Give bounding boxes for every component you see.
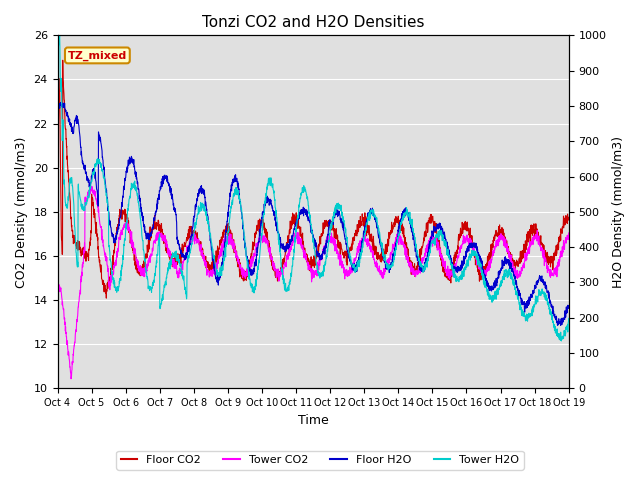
Text: TZ_mixed: TZ_mixed [68, 50, 127, 60]
Y-axis label: H2O Density (mmol/m3): H2O Density (mmol/m3) [612, 136, 625, 288]
Y-axis label: CO2 Density (mmol/m3): CO2 Density (mmol/m3) [15, 136, 28, 288]
Title: Tonzi CO2 and H2O Densities: Tonzi CO2 and H2O Densities [202, 15, 424, 30]
Legend: Floor CO2, Tower CO2, Floor H2O, Tower H2O: Floor CO2, Tower CO2, Floor H2O, Tower H… [116, 451, 524, 469]
X-axis label: Time: Time [298, 414, 328, 427]
